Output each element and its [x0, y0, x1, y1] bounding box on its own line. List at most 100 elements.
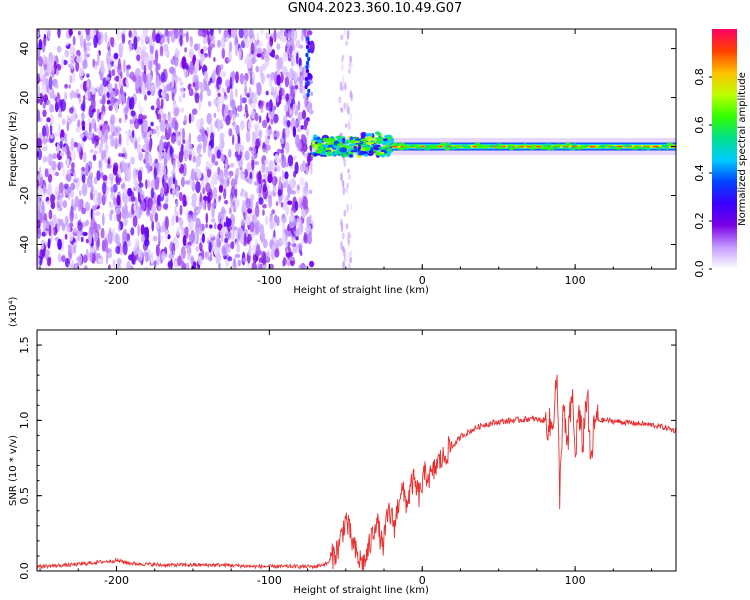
- heatmap-cell: [286, 120, 291, 128]
- heatmap-cell: [44, 72, 50, 77]
- heatmap-cell: [244, 79, 247, 87]
- heatmap-cell: [449, 146, 458, 150]
- heatmap-cell: [39, 66, 44, 81]
- heatmap-cell: [213, 98, 218, 105]
- heatmap-cell: [344, 123, 348, 128]
- heatmap-cell: [211, 204, 215, 219]
- heatmap-cell: [57, 93, 61, 107]
- heatmap-cell: [69, 107, 74, 114]
- heatmap-cell: [229, 207, 232, 215]
- heatmap-cell: [89, 251, 93, 262]
- heatmap-cell: [208, 233, 214, 239]
- heatmap-cell: [104, 31, 108, 43]
- heatmap-cell: [112, 259, 116, 269]
- heatmap-cell: [145, 35, 149, 43]
- heatmap-cell: [224, 105, 229, 113]
- heatmap-cell: [149, 45, 154, 55]
- heatmap-cell: [98, 144, 103, 154]
- heatmap-cell: [124, 152, 128, 160]
- heatmap-cell: [144, 94, 147, 101]
- heatmap-cell: [48, 224, 52, 237]
- heatmap-cell: [229, 163, 235, 168]
- heatmap-cell: [254, 161, 259, 166]
- heatmap-cell: [140, 224, 145, 235]
- heatmap-cell: [575, 146, 583, 150]
- heatmap-cell: [48, 209, 53, 220]
- heatmap-cell: [303, 71, 309, 79]
- heatmap-cell: [178, 150, 184, 163]
- heatmap-cell: [146, 162, 151, 175]
- heatmap-cell: [176, 226, 181, 236]
- heatmap-cell: [300, 134, 306, 140]
- heatmap-cell: [76, 55, 81, 63]
- heatmap-cell: [218, 212, 222, 220]
- heatmap-cell: [232, 134, 235, 146]
- heatmap-cell: [347, 239, 351, 246]
- heatmap-cell: [234, 198, 240, 208]
- heatmap-cell: [160, 187, 164, 198]
- heatmap-cell: [91, 108, 96, 113]
- heatmap-cell: [555, 143, 562, 147]
- heatmap-cell: [230, 194, 233, 209]
- heatmap-cell: [235, 167, 240, 179]
- heatmap-cell: [72, 72, 76, 84]
- heatmap-cell: [299, 251, 303, 256]
- heatmap-cell: [330, 153, 336, 156]
- heatmap-cell: [217, 39, 221, 48]
- heatmap-cell: [219, 178, 225, 186]
- heatmap-cell: [306, 36, 310, 42]
- heatmap-cell: [230, 29, 237, 39]
- heatmap-cell: [72, 35, 76, 46]
- heatmap-cell: [73, 170, 76, 181]
- heatmap-cell: [272, 162, 276, 172]
- heatmap-cell: [250, 154, 255, 161]
- heatmap-cell: [200, 59, 203, 67]
- heatmap-cell: [207, 46, 213, 51]
- heatmap-cell: [76, 230, 81, 242]
- heatmap-cell: [427, 145, 434, 149]
- heatmap-cell: [199, 82, 206, 93]
- heatmap-cell: [64, 215, 69, 227]
- heatmap-cell: [169, 146, 174, 156]
- heatmap-cell: [137, 102, 141, 109]
- heatmap-cell: [274, 132, 279, 138]
- heatmap-cell: [41, 82, 47, 96]
- heatmap-cell: [358, 144, 362, 150]
- heatmap-cell: [126, 261, 131, 269]
- heatmap-cell: [288, 53, 292, 60]
- heatmap-cell: [381, 146, 387, 149]
- heatmap-cell: [269, 36, 274, 47]
- heatmap-cell: [342, 245, 345, 253]
- heatmap-cell: [191, 108, 198, 115]
- heatmap-cell: [179, 34, 183, 47]
- heatmap-cell: [304, 94, 307, 109]
- heatmap-cell: [291, 70, 296, 80]
- heatmap-cell: [213, 112, 217, 119]
- heatmap-cell: [305, 44, 310, 50]
- heatmap-cell: [86, 73, 90, 78]
- heatmap-cell: [341, 152, 347, 155]
- heatmap-cell: [251, 57, 256, 65]
- heatmap-cell: [173, 154, 179, 160]
- heatmap-cell: [198, 255, 203, 266]
- heatmap-cell: [47, 238, 51, 249]
- heatmap-cell: [244, 85, 248, 97]
- heatmap-cell: [174, 74, 179, 84]
- heatmap-cell: [398, 142, 406, 146]
- x-tick-label: 0: [419, 574, 426, 587]
- heatmap-cell: [107, 251, 113, 259]
- heatmap-cell: [226, 218, 232, 227]
- heatmap-cell: [308, 189, 313, 195]
- heatmap-cell: [47, 168, 51, 173]
- heatmap-cell: [646, 147, 651, 151]
- heatmap-cell: [101, 212, 105, 227]
- heatmap-cell: [143, 56, 149, 68]
- heatmap-cell: [170, 258, 173, 269]
- heatmap-cell: [207, 195, 211, 204]
- heatmap-cell: [160, 72, 166, 83]
- heatmap-cell: [213, 246, 219, 256]
- heatmap-cell: [346, 203, 349, 213]
- heatmap-cell: [141, 46, 147, 52]
- heatmap-cell: [88, 172, 94, 180]
- heatmap-cell: [65, 225, 71, 234]
